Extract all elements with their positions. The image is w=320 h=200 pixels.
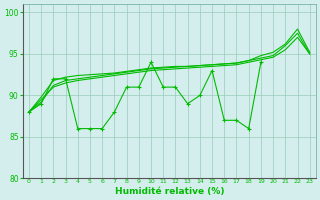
X-axis label: Humidité relative (%): Humidité relative (%) <box>115 187 224 196</box>
